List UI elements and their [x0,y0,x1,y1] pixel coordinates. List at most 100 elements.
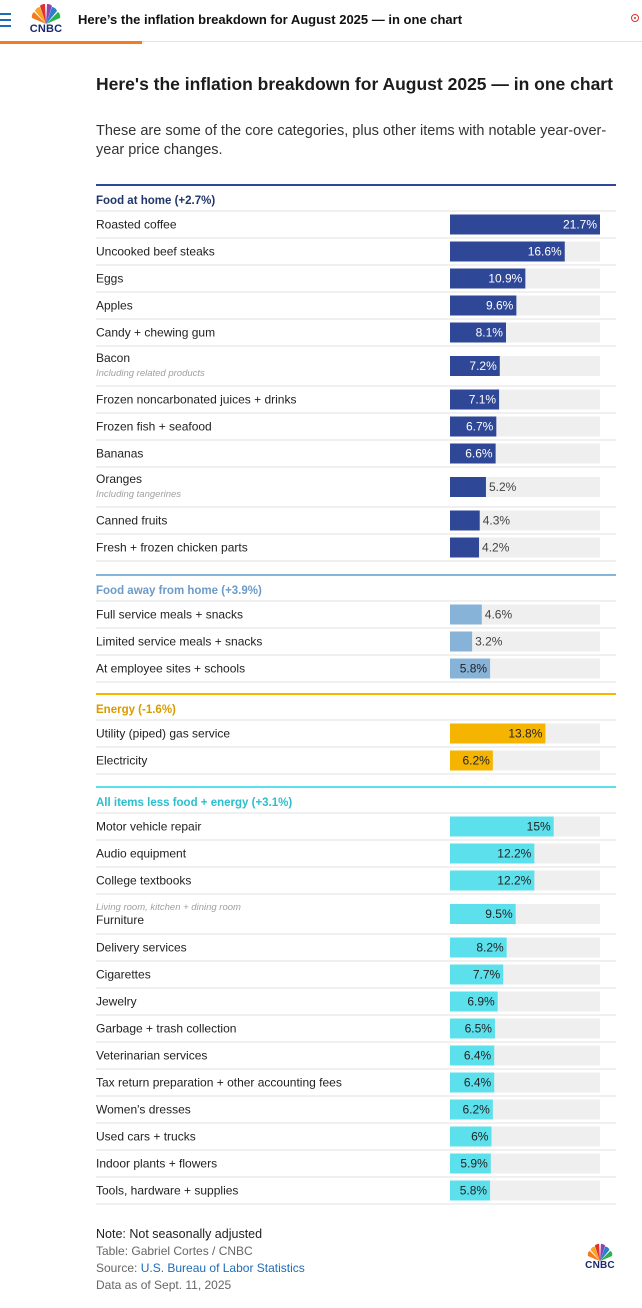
bar [450,658,491,679]
bar [450,477,486,497]
source-prefix: Source: [96,1261,141,1275]
chart-title: Here's the inflation breakdown for Augus… [96,74,613,94]
bar [450,268,526,289]
note-text: Note: Not seasonally adjusted [96,1227,263,1241]
group-title: All items less food + energy (+3.1%) [96,797,292,809]
row-label: Garbage + trash collection [96,1022,236,1036]
bar [450,416,497,437]
bar [450,537,480,558]
row-label: Indoor plants + flowers [96,1157,217,1171]
row-label: Frozen fish + seafood [96,420,212,434]
row-label: College textbooks [96,874,191,888]
bar [450,1072,495,1093]
bar-track [450,604,600,625]
bar-value-label: 6.4% [464,1076,492,1090]
bar [450,241,565,262]
bar [450,1045,495,1066]
bar [450,870,535,891]
row-label: Roasted coffee [96,218,177,232]
logo-text: CNBC [29,23,63,35]
bar [450,843,535,864]
row-label: Women's dresses [96,1103,191,1117]
live-indicator-icon [631,14,639,22]
row-label: Tools, hardware + supplies [96,1184,238,1198]
table-credit: Table: Gabriel Cortes / CNBC [96,1244,253,1258]
bar-value-label: 5.8% [460,1184,488,1198]
bar-value-label: 5.9% [460,1157,488,1171]
data-date: Data as of Sept. 11, 2025 [96,1278,232,1292]
footer-notes: Note: Not seasonally adjusted Table: Gab… [96,1226,305,1294]
bar-value-label: 10.9% [488,272,522,286]
row-label: Tax return preparation + other accountin… [96,1076,342,1090]
bar-value-label: 4.6% [485,608,513,622]
progress-underline [0,41,142,44]
row-label: Electricity [96,754,147,768]
bar [450,389,500,410]
bar-value-label: 6% [471,1130,489,1144]
bar-value-label: 6.6% [465,447,493,461]
row-label: Bananas [96,447,143,461]
row-label: Veterinarian services [96,1049,207,1063]
bar [450,904,516,924]
bar-value-label: 6.7% [466,420,494,434]
bar [450,991,498,1012]
cnbc-logo[interactable]: CNBC [26,3,66,37]
bar [450,443,496,464]
bar [450,322,506,343]
row-label: Limited service meals + snacks [96,635,262,649]
row-label: Candy + chewing gum [96,326,215,340]
bar [450,356,500,376]
row-label: Eggs [96,272,123,286]
row-label: Full service meals + snacks [96,608,243,622]
bar-value-label: 4.3% [483,514,511,528]
bar-track [450,510,600,531]
bar-value-label: 5.8% [460,662,488,676]
bar-value-label: 12.2% [497,847,531,861]
row-note: Living room, kitchen + dining room [96,902,241,913]
bar-value-label: 4.2% [482,541,510,555]
footer-logo-text: CNBC [585,1260,615,1271]
row-label: Furniture [96,913,144,927]
group-title: Food at home (+2.7%) [96,195,215,207]
row-label: Motor vehicle repair [96,820,201,834]
row-label: Bacon [96,351,130,365]
source-link[interactable]: U.S. Bureau of Labor Statistics [140,1261,305,1275]
source-line: Source: U.S. Bureau of Labor Statistics [96,1260,305,1277]
bar [450,1180,491,1201]
bar-value-label: 3.2% [475,635,503,649]
bar-value-label: 6.2% [462,1103,490,1117]
bar [450,510,480,531]
row-label: Audio equipment [96,847,187,861]
row-label: Used cars + trucks [96,1130,196,1144]
bar [450,1153,491,1174]
bar-value-label: 9.5% [485,907,513,921]
top-bar: CNBC Here’s the inflation breakdown for … [0,0,642,42]
row-label: Jewelry [96,995,137,1009]
bar-value-label: 15% [527,820,551,834]
bar-value-label: 5.2% [489,480,517,494]
row-label: Frozen noncarbonated juices + drinks [96,393,296,407]
group-title: Food away from home (+3.9%) [96,585,262,597]
bar-value-label: 13.8% [508,727,542,741]
row-label: Canned fruits [96,514,167,528]
bar [450,964,504,985]
menu-icon[interactable] [0,13,12,27]
bar-value-label: 6.2% [462,754,490,768]
footer-cnbc-logo[interactable]: CNBC [582,1243,618,1273]
bar [450,816,554,837]
bar-track [450,631,600,652]
bar [450,750,493,771]
bar [450,723,546,744]
bar [450,937,507,958]
bar [450,604,482,625]
row-label: Uncooked beef steaks [96,245,215,259]
bar-value-label: 6.9% [467,995,495,1009]
bar-value-label: 9.6% [486,299,514,313]
row-label: Utility (piped) gas service [96,727,230,741]
bar [450,631,473,652]
bar-value-label: 8.2% [476,941,504,955]
bar-value-label: 8.1% [476,326,504,340]
bar-value-label: 6.5% [465,1022,493,1036]
bar-value-label: 21.7% [563,218,597,232]
